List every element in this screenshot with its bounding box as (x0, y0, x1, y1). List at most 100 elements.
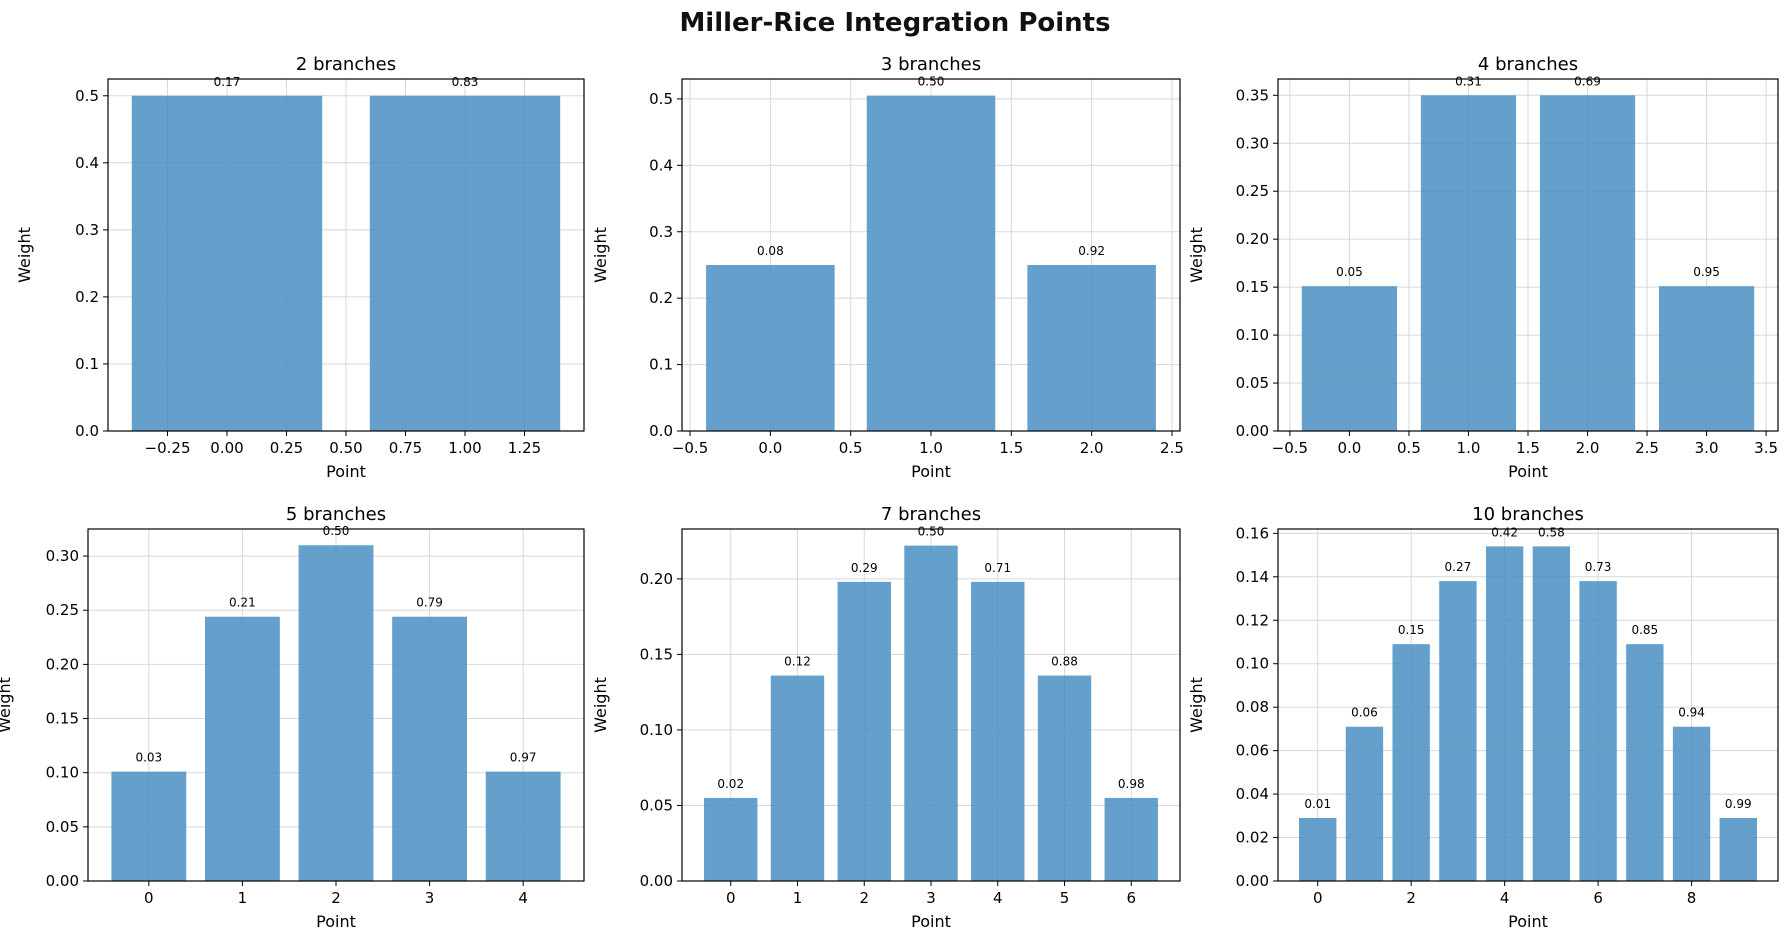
subplot-6: 0.01 0.06 0.15 0.27 0.42 0.58 0.73 0.85 0.94 0.99… (1187, 504, 1779, 931)
y-tick-label: 0.20 (1236, 230, 1269, 248)
x-tick-label: −0.25 (145, 439, 191, 457)
bar (1539, 95, 1636, 431)
bar (1719, 817, 1757, 881)
x-tick-label: 1.5 (999, 439, 1023, 457)
x-tick-label: −0.5 (672, 439, 708, 457)
x-tick-label: 0.5 (1397, 439, 1421, 457)
bar (485, 771, 561, 881)
x-axis-label: Point (911, 462, 951, 481)
bar (904, 545, 958, 881)
x-tick-label: 4 (518, 889, 528, 907)
bar (1104, 797, 1158, 881)
x-tick-label: 0.50 (329, 439, 362, 457)
x-tick-label: 3.5 (1754, 439, 1778, 457)
bar (1658, 286, 1755, 431)
y-tick-label: 0.00 (46, 872, 79, 890)
x-tick-label: 1.5 (1516, 439, 1540, 457)
bar (1485, 546, 1524, 881)
bar-label: 0.42 (1491, 525, 1518, 539)
x-tick-label: 0 (1313, 889, 1323, 907)
x-axis-label: Point (1508, 462, 1548, 481)
x-axis-label: Point (1508, 912, 1548, 931)
y-tick-label: 0.02 (1236, 829, 1269, 847)
y-tick-label: 0.10 (1236, 655, 1269, 673)
y-tick-label: 0.15 (46, 710, 79, 728)
x-tick-label: 1.0 (919, 439, 943, 457)
y-tick-label: 0.05 (1236, 374, 1269, 392)
y-tick-label: 0.00 (1236, 422, 1269, 440)
bar (1392, 644, 1430, 881)
x-tick-label: 0 (144, 889, 154, 907)
bar-label: 0.73 (1585, 560, 1612, 574)
axes-frame (1277, 528, 1779, 882)
x-tick-label: 1 (238, 889, 248, 907)
x-tick-label: 2.5 (1635, 439, 1659, 457)
x-tick-label: 4 (1500, 889, 1510, 907)
y-tick-label: 0.2 (75, 288, 99, 306)
bar-label: 0.02 (717, 777, 744, 791)
y-tick-label: 0.0 (75, 422, 99, 440)
x-tick-label: 2.5 (1160, 439, 1184, 457)
bar-label: 0.69 (1574, 74, 1601, 88)
y-axis-label: Weight (591, 227, 610, 283)
bar (1027, 264, 1156, 431)
x-tick-label: 0.0 (758, 439, 782, 457)
y-tick-label: 0.05 (640, 796, 673, 814)
bar-label: 0.85 (1631, 623, 1658, 637)
y-tick-label: 0.3 (75, 221, 99, 239)
x-tick-label: −0.5 (1272, 439, 1308, 457)
subplot-title: 3 branches (881, 54, 981, 75)
y-axis-label: Weight (591, 677, 610, 733)
bar (1420, 95, 1517, 431)
bar (1626, 644, 1664, 881)
x-tick-label: 1.00 (448, 439, 481, 457)
x-tick-label: 1.25 (508, 439, 541, 457)
y-tick-label: 0.3 (649, 223, 673, 241)
x-tick-label: 8 (1687, 889, 1697, 907)
x-tick-label: 0.0 (1337, 439, 1361, 457)
bar-label: 0.95 (1693, 265, 1720, 279)
bar-label: 0.50 (323, 524, 350, 538)
y-tick-label: 0.30 (46, 547, 79, 565)
y-tick-label: 0.06 (1236, 742, 1269, 760)
bar (770, 675, 825, 881)
bar (1579, 581, 1617, 881)
y-tick-label: 0.5 (649, 90, 673, 108)
bar-label: 0.98 (1118, 777, 1145, 791)
y-tick-label: 0.4 (75, 154, 99, 172)
y-tick-label: 0.14 (1236, 568, 1269, 586)
y-tick-label: 0.08 (1236, 698, 1269, 716)
y-tick-label: 0.00 (640, 872, 673, 890)
subplot-title: 5 branches (286, 504, 386, 525)
bar-label: 0.58 (1538, 525, 1565, 539)
x-tick-label: 6 (1593, 889, 1603, 907)
y-tick-label: 0.15 (1236, 278, 1269, 296)
x-tick-label: 2 (331, 889, 341, 907)
x-tick-label: 1.0 (1457, 439, 1481, 457)
y-tick-label: 0.25 (1236, 182, 1269, 200)
bar-label: 0.31 (1455, 74, 1482, 88)
bar-label: 0.50 (918, 525, 945, 539)
x-tick-label: 2.0 (1576, 439, 1600, 457)
y-tick-label: 0.12 (1236, 611, 1269, 629)
y-tick-label: 0.35 (1236, 86, 1269, 104)
subplot-3: 0.05 0.31 0.69 0.95 −0.5 0.0 0.5 1.0 1.5 2.0 2.5 3.… (1187, 54, 1779, 481)
bar-label: 0.06 (1351, 706, 1378, 720)
bar-label: 0.21 (229, 596, 256, 610)
y-tick-label: 0.0 (649, 422, 673, 440)
y-tick-label: 0.16 (1236, 524, 1269, 542)
subplot-title: 10 branches (1472, 504, 1584, 525)
y-axis-label: Weight (0, 677, 14, 733)
x-tick-label: 0.5 (839, 439, 863, 457)
bar-label: 0.01 (1304, 797, 1331, 811)
bar-label: 0.99 (1725, 797, 1752, 811)
x-tick-label: 0.75 (389, 439, 422, 457)
bar-label: 0.83 (452, 75, 479, 89)
bar-label: 0.71 (984, 561, 1011, 575)
x-tick-label: 6 (1126, 889, 1136, 907)
bar (298, 545, 374, 881)
bar-label: 0.03 (135, 751, 162, 765)
bar-label: 0.17 (214, 75, 241, 89)
x-tick-label: 3.0 (1695, 439, 1719, 457)
